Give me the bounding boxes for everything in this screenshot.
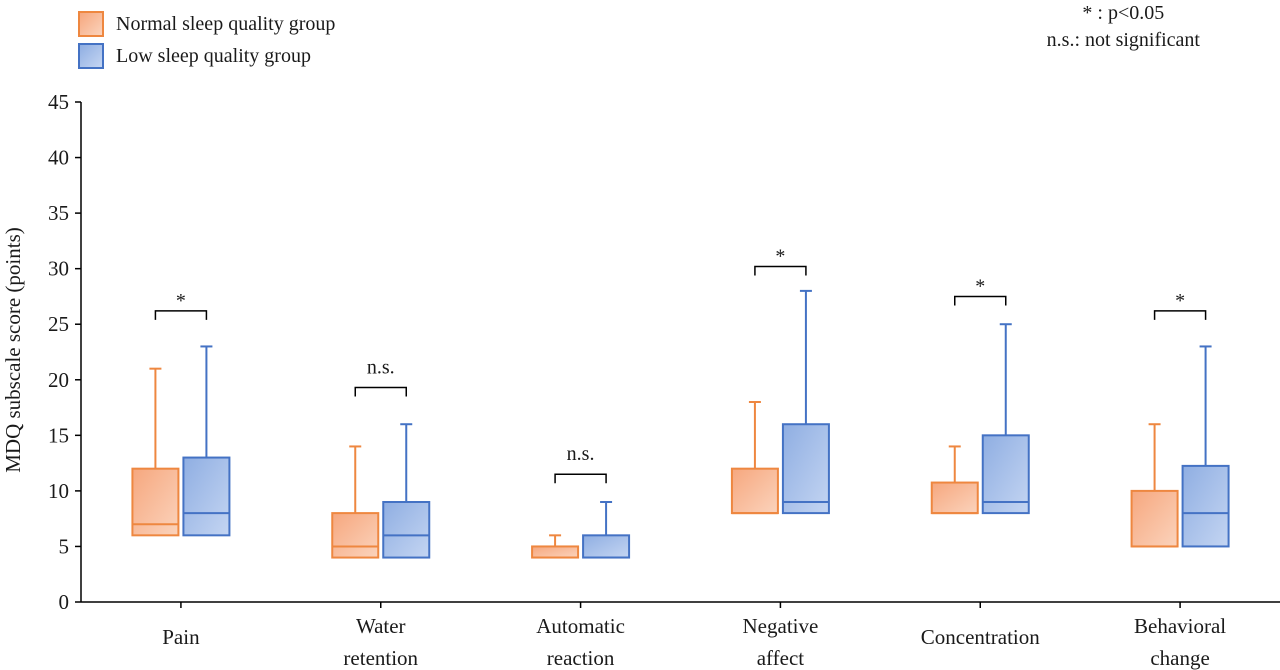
y-tick-label: 15 xyxy=(48,423,69,447)
box xyxy=(1181,464,1230,548)
significance-label: n.s. xyxy=(367,357,395,379)
significance-bracket xyxy=(754,265,807,276)
significance-bracket xyxy=(554,473,607,484)
y-tick-label: 35 xyxy=(48,201,69,225)
y-tick-label: 40 xyxy=(48,146,69,170)
box xyxy=(730,467,779,515)
box xyxy=(930,481,979,515)
note-not-significant: n.s.: not significant xyxy=(1046,29,1200,51)
legend-label-normal: Normal sleep quality group xyxy=(116,12,336,35)
significance-bracket xyxy=(354,386,407,397)
significance-bracket xyxy=(954,295,1007,306)
significance-label: * xyxy=(775,245,785,267)
box xyxy=(131,467,180,537)
y-tick-label: 20 xyxy=(48,368,69,392)
significance-label: * xyxy=(975,275,985,297)
x-tick-label: Automatic reaction xyxy=(536,614,625,670)
significance-bracket xyxy=(154,310,208,320)
legend-swatch-low xyxy=(78,43,104,69)
legend-swatch-normal xyxy=(78,11,104,37)
y-tick-label: 5 xyxy=(59,534,70,558)
y-tick-label: 45 xyxy=(48,90,69,114)
box xyxy=(382,501,431,559)
box xyxy=(781,423,830,515)
x-tick-label: Negative affect xyxy=(743,614,819,670)
box xyxy=(981,434,1030,515)
x-tick-label: Pain xyxy=(162,625,200,649)
box xyxy=(531,545,580,559)
significance-bracket xyxy=(1153,310,1207,320)
legend-item-normal: Normal sleep quality group xyxy=(78,8,335,40)
x-tick-label: Behavioral change xyxy=(1134,614,1226,670)
significance-note: * : p<0.05 n.s.: not significant xyxy=(1047,0,1200,54)
y-tick-label: 30 xyxy=(48,257,69,281)
significance-label: * xyxy=(176,290,186,312)
y-tick-label: 25 xyxy=(48,312,69,336)
box xyxy=(182,456,231,537)
significance-label: n.s. xyxy=(567,443,595,465)
legend-item-low: Low sleep quality group xyxy=(78,40,335,72)
significance-label: * xyxy=(1175,290,1185,312)
note-significant: * : p<0.05 xyxy=(1082,2,1165,24)
legend-label-low: Low sleep quality group xyxy=(116,44,311,67)
x-tick-label: Concentration xyxy=(921,625,1040,649)
box xyxy=(582,534,631,559)
x-tick-label: Water retention xyxy=(343,614,418,670)
y-tick-label: 10 xyxy=(48,479,69,503)
box xyxy=(331,512,380,559)
legend: Normal sleep quality group Low sleep qua… xyxy=(78,8,335,72)
y-tick-label: 0 xyxy=(59,590,70,614)
y-axis-label: MDQ subscale score (points) xyxy=(1,227,25,473)
box xyxy=(1130,489,1179,548)
